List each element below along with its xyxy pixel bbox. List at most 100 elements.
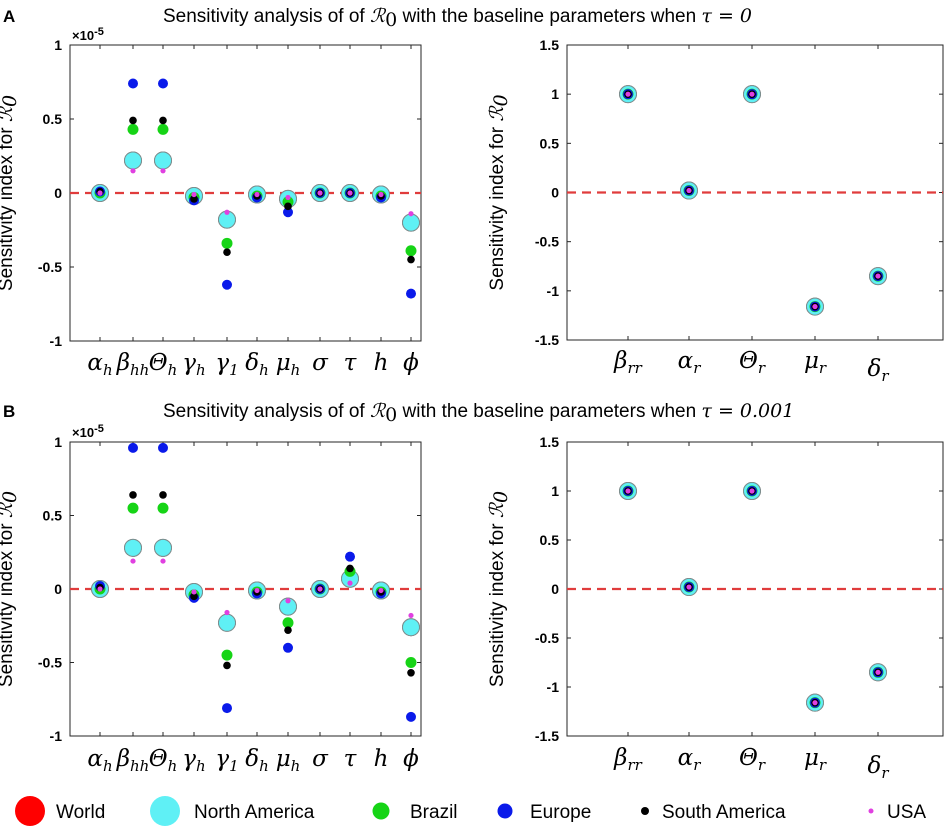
point-europe <box>406 711 416 722</box>
point-usa <box>97 586 103 592</box>
x-tick-label: τ <box>344 350 358 376</box>
y-axis-label: Sensitivity index for ℛ0 <box>486 491 512 687</box>
point-usa <box>191 191 197 198</box>
point-usa <box>224 609 230 616</box>
point-south-america <box>284 202 292 211</box>
point-europe <box>283 642 293 653</box>
point-north-america <box>402 213 420 232</box>
point-north-america <box>402 618 420 637</box>
point-north-america <box>124 538 142 557</box>
x-tick-label: γ1 <box>215 350 238 379</box>
y-tick-label: -1 <box>50 728 63 744</box>
point-usa <box>378 587 384 594</box>
point-usa <box>378 191 384 198</box>
y-tick-label: 0.5 <box>540 135 560 151</box>
point-usa <box>285 598 291 604</box>
point-europe <box>283 207 293 218</box>
panel-titles: A Sensitivity analysis of of ℛ0 with the … <box>3 5 794 426</box>
y-tick-label: 0.5 <box>43 508 63 524</box>
point-south-america <box>190 592 198 601</box>
legend: World North America Brazil Europe South Amer… <box>15 796 926 826</box>
point-south-america <box>129 116 137 125</box>
legend-item-world: World <box>15 796 105 826</box>
point-usa <box>160 558 166 564</box>
legend-label: USA <box>887 802 926 823</box>
y-tick-label: -1 <box>547 283 560 299</box>
point-brazil <box>405 245 417 257</box>
point-europe <box>222 703 232 714</box>
point-usa <box>130 558 136 564</box>
x-tick-label: αr <box>678 348 702 377</box>
y-tick-label: 0 <box>551 581 559 597</box>
point-south-america <box>223 248 231 256</box>
point-europe <box>158 442 168 453</box>
y-axis-label: Sensitivity index for ℛ0 <box>0 491 21 687</box>
point-brazil <box>221 649 233 661</box>
panel-title-B: Sensitivity analysis of of ℛ0 with the b… <box>163 400 794 426</box>
point-usa <box>625 488 631 494</box>
x-tick-label: γh <box>182 746 205 775</box>
y-tick-label: 0.5 <box>43 111 63 127</box>
y-tick-label: 1.5 <box>540 37 560 53</box>
x-tick-label: μh <box>276 350 301 379</box>
point-usa <box>347 190 353 196</box>
point-south-america <box>190 195 198 203</box>
point-usa <box>686 187 692 194</box>
point-south-america <box>129 491 137 499</box>
x-tick-label: ϕ <box>403 746 419 772</box>
point-north-america <box>218 613 236 632</box>
x-tick-label: δh <box>245 746 269 775</box>
x-tick-label: αr <box>678 745 702 774</box>
x-tick-label: σ <box>312 746 329 772</box>
y-axis-label: Sensitivity index for ℛ0 <box>486 94 512 290</box>
x-tick-label: αh <box>87 746 112 775</box>
x-tick-label: βhh <box>116 350 150 379</box>
x-tick-label: μr <box>804 348 827 377</box>
legend-marker <box>150 796 180 826</box>
point-south-america <box>407 668 415 677</box>
legend-label: Europe <box>530 802 591 823</box>
point-brazil <box>127 502 139 514</box>
x-tick-label: βhh <box>116 746 150 775</box>
point-usa <box>285 194 291 201</box>
point-europe <box>128 78 138 89</box>
point-usa <box>317 190 323 196</box>
legend-marker <box>497 803 513 819</box>
point-north-america <box>279 597 297 616</box>
panel-letter-B: B <box>3 402 15 421</box>
point-south-america <box>407 255 415 264</box>
panel-letter-A: A <box>3 7 15 26</box>
y-tick-label: 1 <box>54 37 62 53</box>
point-usa <box>254 587 260 594</box>
x-tick-label: δh <box>245 350 269 379</box>
y-tick-label: 0 <box>54 581 62 597</box>
x-tick-label: ϕ <box>403 350 419 376</box>
legend-item-usa: USA <box>868 802 926 823</box>
x-tick-label: αh <box>87 350 112 379</box>
y-tick-label: -0.5 <box>38 259 62 275</box>
point-north-america <box>154 538 172 557</box>
x-tick-label: Θr <box>739 745 766 774</box>
point-usa <box>130 168 136 174</box>
point-europe <box>345 551 355 562</box>
x-tick-label: h <box>374 746 389 772</box>
point-north-america <box>154 151 172 170</box>
point-brazil <box>127 123 139 135</box>
x-tick-label: h <box>374 350 389 376</box>
x-tick-label: σ <box>312 350 329 376</box>
x-tick-label: δr <box>867 753 889 782</box>
y-tick-label: 1.5 <box>540 434 560 450</box>
point-brazil <box>157 502 169 514</box>
point-north-america <box>124 151 142 170</box>
x-tick-label: Θh <box>149 746 178 775</box>
point-usa <box>97 190 103 196</box>
chart-B-right: -1.5 -1 -0.5 0 0.5 1 1.5 βrr αr Θr μr δr Sensitivity… <box>486 434 944 782</box>
point-usa <box>254 191 260 198</box>
point-usa <box>875 669 881 675</box>
legend-item-south-america: South America <box>641 802 786 823</box>
point-brazil <box>405 657 417 668</box>
point-south-america <box>159 116 167 125</box>
x-tick-label: Θr <box>739 348 766 377</box>
legend-marker <box>641 807 649 815</box>
